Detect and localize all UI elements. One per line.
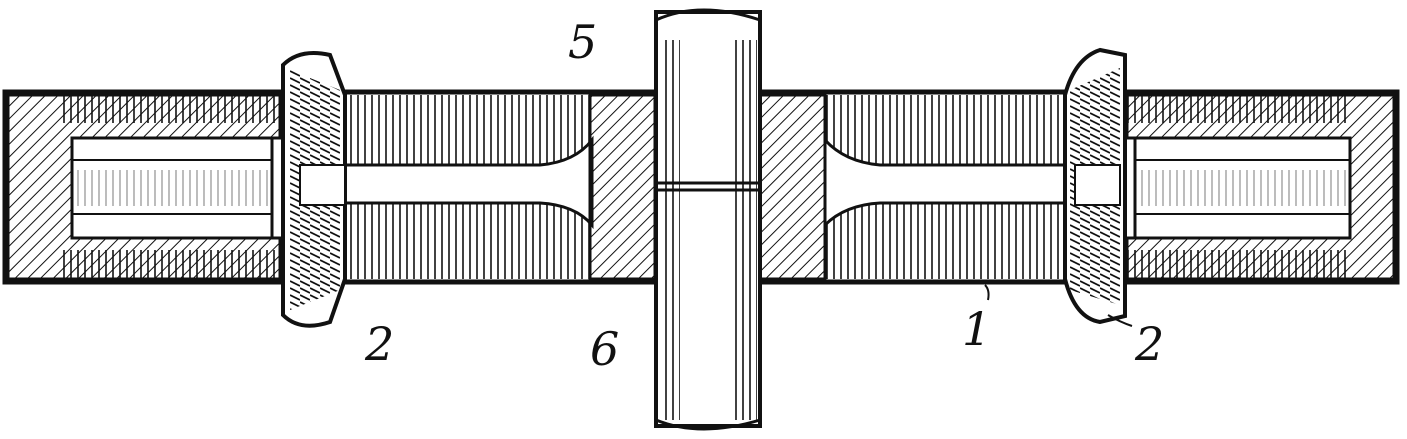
- housing-right-chamber: [823, 95, 1082, 279]
- label-gear-left: 2: [364, 317, 394, 371]
- housing-left-chamber: [338, 95, 594, 279]
- housing-left-center-block: [588, 93, 657, 281]
- label-gear-right: 2: [1134, 317, 1164, 371]
- vertical-shaft: [654, 8, 762, 431]
- label-housing: 1: [962, 302, 991, 356]
- leader-line-1: [984, 284, 990, 301]
- leader-line-2-right: [1107, 314, 1133, 327]
- label-shaft-lower: 6: [590, 322, 619, 376]
- housing-left-end: [6, 93, 282, 281]
- housing-right-center-block: [758, 93, 827, 281]
- bevel-gear-left: [281, 51, 347, 328]
- label-shaft-upper: 5: [568, 15, 597, 69]
- housing-right-end: [1125, 93, 1396, 281]
- bevel-gear-right: [1063, 47, 1127, 325]
